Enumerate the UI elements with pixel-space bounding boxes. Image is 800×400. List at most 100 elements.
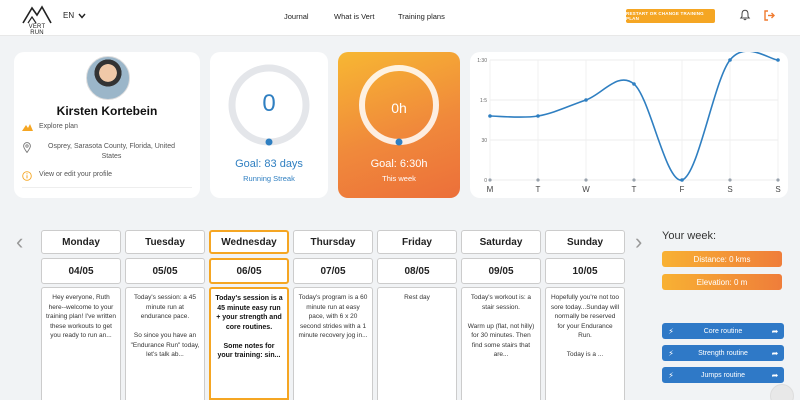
x-tick-dot [728, 178, 732, 182]
weekly-line-chart: 1:30 1:5 30 0M T W T F S S [477, 50, 781, 194]
running-streak-card: 0 Goal: 83 days Running Streak [210, 52, 328, 198]
data-point [632, 82, 636, 86]
profile-name: Kirsten Kortebein [56, 104, 158, 118]
language-selector[interactable]: EN [63, 11, 86, 20]
edit-profile-label: View or edit your profile [39, 171, 113, 178]
language-label: EN [63, 11, 75, 20]
week-label: This week [382, 174, 416, 183]
day-workout-sunday[interactable]: Hopefully you're not too sore today...Su… [545, 287, 625, 400]
data-point [728, 58, 732, 62]
streak-value: 0 [262, 90, 276, 117]
day-header-tuesday[interactable]: Tuesday [125, 230, 205, 254]
vert-run-logo[interactable]: VERT RUN [22, 4, 52, 36]
chevron-down-icon [78, 13, 86, 19]
day-date-tuesday[interactable]: 05/05 [125, 258, 205, 284]
y-tick-label: 30 [481, 138, 487, 144]
weekly-chart-card: 1:30 1:5 30 0 M T W T F S S [470, 50, 788, 198]
core-routine-button[interactable]: ⚡ Core routine ➦ [662, 323, 784, 339]
avatar [86, 56, 130, 100]
jumps-routine-button[interactable]: ⚡ Jumps routine ➦ [662, 367, 784, 383]
share-arrow-icon: ➦ [771, 348, 779, 358]
share-arrow-icon: ➦ [771, 326, 779, 336]
week-goal: Goal: 6:30h [370, 158, 428, 170]
day-header-saturday[interactable]: Saturday [461, 230, 541, 254]
explore-plan-label: Explore plan [39, 123, 78, 130]
logo-text: VERT RUN [28, 24, 46, 36]
x-tick-label: T [536, 185, 541, 194]
bolt-icon: ⚡ [668, 348, 674, 358]
data-point [776, 58, 780, 62]
x-tick-dot [536, 178, 540, 182]
day-header-wednesday[interactable]: Wednesday [209, 230, 289, 254]
day-header-monday[interactable]: Monday [41, 230, 121, 254]
nav-journal[interactable]: Journal [284, 12, 309, 21]
y-tick-label: 1:5 [480, 98, 487, 104]
next-week-arrow[interactable]: › [635, 229, 643, 254]
day-workout-monday[interactable]: Hey everyone, Ruth here--welcome to your… [41, 287, 121, 400]
share-arrow-icon: ➦ [771, 370, 779, 380]
mountain-icon [22, 123, 33, 133]
week-hours-value: 0h [391, 100, 407, 116]
data-point [488, 114, 492, 118]
data-point [680, 178, 684, 182]
bolt-icon: ⚡ [668, 370, 674, 380]
day-date-friday[interactable]: 08/05 [377, 258, 457, 284]
x-tick-label: S [727, 185, 732, 194]
day-header-friday[interactable]: Friday [377, 230, 457, 254]
this-week-card: 0h Goal: 6:30h This week [338, 52, 460, 198]
streak-ring: 0 [226, 62, 312, 148]
streak-label: Running Streak [243, 174, 295, 183]
strength-routine-label: Strength routine [698, 349, 748, 357]
x-tick-label: M [487, 185, 494, 194]
day-workout-tuesday[interactable]: Today's session: a 45 minute run at endu… [125, 287, 205, 400]
x-tick-dot [776, 178, 780, 182]
distance-badge: Distance: 0 kms [662, 251, 782, 267]
prev-week-arrow[interactable]: ‹ [16, 229, 24, 254]
data-point [584, 98, 588, 102]
jumps-routine-label: Jumps routine [701, 371, 745, 379]
x-tick-label: F [680, 185, 685, 194]
logout-icon[interactable] [763, 9, 776, 22]
y-tick-label: 0 [484, 178, 487, 184]
day-header-thursday[interactable]: Thursday [293, 230, 373, 254]
week-ring: 0h [356, 62, 442, 148]
day-date-sunday[interactable]: 10/05 [545, 258, 625, 284]
nav-training-plans[interactable]: Training plans [398, 12, 445, 21]
x-tick-dot [632, 178, 636, 182]
restart-plan-button[interactable]: RESTART OR CHANGE TRAINING PLAN [626, 9, 715, 23]
info-icon [22, 171, 32, 183]
location-pin-icon [22, 142, 32, 155]
day-date-thursday[interactable]: 07/05 [293, 258, 373, 284]
streak-goal: Goal: 83 days [235, 158, 303, 170]
elevation-badge: Elevation: 0 m [662, 274, 782, 290]
explore-plan-link[interactable]: Explore plan [22, 123, 78, 133]
bolt-icon: ⚡ [668, 326, 674, 336]
strength-routine-button[interactable]: ⚡ Strength routine ➦ [662, 345, 784, 361]
nav-what-is-vert[interactable]: What is Vert [334, 12, 375, 21]
day-workout-wednesday[interactable]: Today's session is a 45 minute easy run … [209, 287, 289, 400]
profile-card: Kirsten Kortebein Explore plan Osprey, S… [14, 52, 200, 198]
divider [22, 187, 192, 188]
day-date-saturday[interactable]: 09/05 [461, 258, 541, 284]
bell-icon[interactable] [739, 9, 751, 21]
location-row: Osprey, Sarasota County, Florida, United… [22, 142, 184, 162]
core-routine-label: Core routine [703, 327, 743, 335]
chat-avatar-button[interactable] [770, 384, 794, 400]
day-workout-saturday[interactable]: Today's workout is: a stair session. War… [461, 287, 541, 400]
location-text: Osprey, Sarasota County, Florida, United… [48, 143, 175, 160]
mountain-logo-icon [22, 5, 52, 24]
data-point [536, 114, 540, 118]
top-bar: VERT RUN EN Journal What is Vert Trainin… [0, 0, 800, 36]
day-date-wednesday[interactable]: 06/05 [209, 258, 289, 284]
day-workout-friday[interactable]: Rest day [377, 287, 457, 400]
x-tick-label: T [632, 185, 637, 194]
day-header-sunday[interactable]: Sunday [545, 230, 625, 254]
y-tick-label: 1:30 [477, 58, 487, 64]
day-workout-thursday[interactable]: Today's program is a 60 minute run at ea… [293, 287, 373, 400]
x-tick-dot [584, 178, 588, 182]
x-tick-label: W [582, 185, 590, 194]
edit-profile-link[interactable]: View or edit your profile [22, 171, 112, 183]
x-tick-dot [488, 178, 492, 182]
day-date-monday[interactable]: 04/05 [41, 258, 121, 284]
x-tick-label: S [775, 185, 780, 194]
